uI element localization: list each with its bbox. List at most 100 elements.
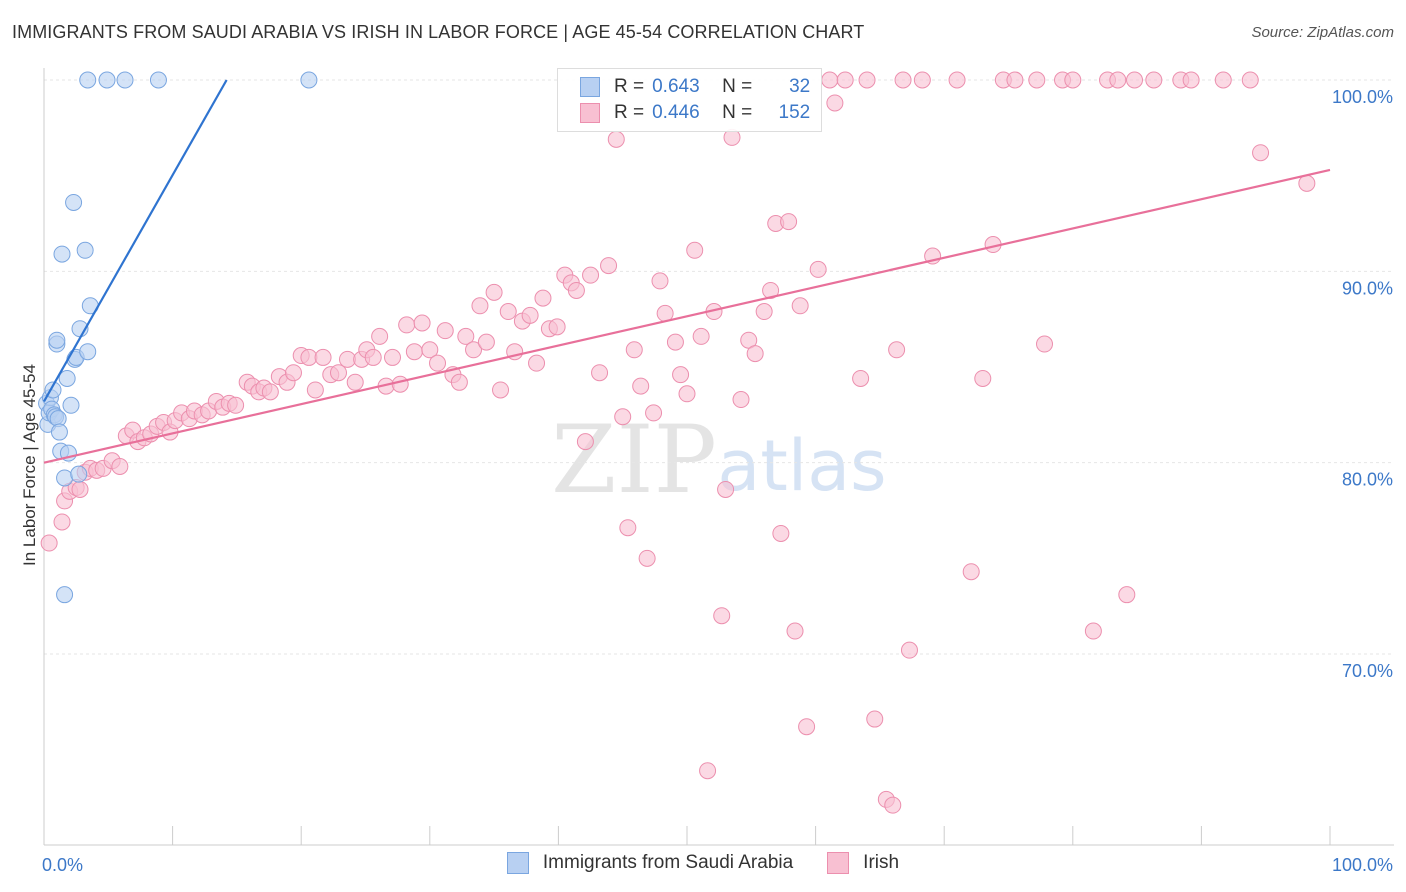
saudi-point	[76, 241, 94, 259]
irish-point	[600, 257, 618, 275]
saudi-point	[79, 343, 97, 361]
irish-point	[499, 303, 517, 321]
irish-point	[1118, 586, 1136, 604]
irish-point	[614, 408, 632, 426]
saudi-point	[149, 71, 167, 89]
irish-point	[913, 71, 931, 89]
irish-point	[888, 341, 906, 359]
saudi-point	[79, 71, 97, 89]
irish-point	[457, 327, 475, 345]
irish-point	[1084, 622, 1102, 640]
x-tick-label: 0.0%	[42, 855, 83, 875]
saudi-point	[62, 396, 80, 414]
irish-point	[638, 549, 656, 567]
irish-point	[528, 354, 546, 372]
irish-point	[534, 289, 552, 307]
irish-point	[591, 364, 609, 382]
saudi-point	[98, 71, 116, 89]
irish-point	[686, 241, 704, 259]
irish-point	[692, 327, 710, 345]
watermark-zip: ZIP	[551, 406, 717, 515]
irish-point	[567, 281, 585, 299]
irish-point	[53, 513, 71, 531]
legend-n-label: N =	[722, 76, 753, 97]
irish-point	[948, 71, 966, 89]
irish-point	[826, 94, 844, 112]
irish-point	[1064, 71, 1082, 89]
source-credit: Source: ZipAtlas.com	[1251, 24, 1394, 41]
irish-point	[619, 519, 637, 537]
irish-point	[364, 348, 382, 366]
irish-point	[436, 322, 454, 340]
irish-point	[1006, 71, 1024, 89]
series-swatch-pink	[827, 852, 850, 874]
saudi-point	[56, 469, 74, 487]
irish-point	[261, 383, 279, 401]
irish-point	[471, 297, 489, 315]
irish-point	[384, 348, 402, 366]
irish-point	[1109, 71, 1127, 89]
x-tick-labels: 0.0% 100.0%	[42, 855, 1393, 875]
irish-trend-line	[43, 168, 1331, 464]
y-tick-labels: 70.0% 80.0% 90.0% 100.0%	[1332, 87, 1393, 681]
irish-point	[1036, 335, 1054, 353]
irish-point	[284, 364, 302, 382]
legend-row-irish: R = 0.446 N = 152	[580, 102, 810, 124]
irish-point	[421, 341, 439, 359]
irish-point	[1214, 71, 1232, 89]
irish-point	[884, 796, 902, 814]
irish-point	[1252, 144, 1270, 162]
saudi-point	[53, 245, 71, 263]
irish-point	[582, 266, 600, 284]
irish-point	[1241, 71, 1259, 89]
irish-point	[371, 327, 389, 345]
irish-point	[1145, 71, 1163, 89]
irish-point	[465, 341, 483, 359]
series-swatch-blue	[506, 852, 529, 874]
saudi-point	[48, 331, 66, 349]
irish-point	[672, 366, 690, 384]
irish-point	[852, 369, 870, 387]
irish-point	[678, 385, 696, 403]
irish-point	[391, 375, 409, 393]
watermark-atlas: atlas	[717, 425, 886, 507]
irish-point	[645, 404, 663, 422]
irish-point	[607, 130, 625, 148]
irish-point	[1126, 71, 1144, 89]
irish-point	[772, 524, 790, 542]
irish-point	[821, 71, 839, 89]
irish-point	[894, 71, 912, 89]
irish-point	[1028, 71, 1046, 89]
irish-point	[858, 71, 876, 89]
irish-point	[314, 348, 332, 366]
x-tick-label: 100.0%	[1332, 855, 1393, 875]
irish-point	[962, 563, 980, 581]
trend-lines	[43, 79, 1331, 464]
irish-point	[798, 718, 816, 736]
series-legend: Immigrants from Saudi Arabia Irish	[0, 852, 1406, 874]
irish-point	[398, 316, 416, 334]
irish-point	[836, 71, 854, 89]
legend-n-value: 32	[789, 76, 811, 97]
saudi-trend-line	[43, 79, 228, 402]
stats-legend: R = 0.643 N = 32 R = 0.446 N = 152	[557, 68, 822, 132]
irish-point	[111, 457, 129, 475]
irish-point	[227, 396, 245, 414]
irish-point	[477, 333, 495, 351]
irish-point	[329, 364, 347, 382]
irish-point	[413, 314, 431, 332]
irish-point	[746, 345, 764, 363]
irish-point	[786, 622, 804, 640]
irish-point	[1298, 174, 1316, 192]
irish-point	[1182, 71, 1200, 89]
y-tick-label: 90.0%	[1342, 278, 1393, 298]
saudi-point	[58, 369, 76, 387]
irish-point	[300, 348, 318, 366]
saudi-point	[56, 586, 74, 604]
irish-point	[450, 373, 468, 391]
irish-point	[717, 480, 735, 498]
legend-r-value: 0.446	[652, 102, 700, 123]
saudi-point	[70, 465, 88, 483]
watermark: ZIP atlas	[551, 406, 886, 515]
